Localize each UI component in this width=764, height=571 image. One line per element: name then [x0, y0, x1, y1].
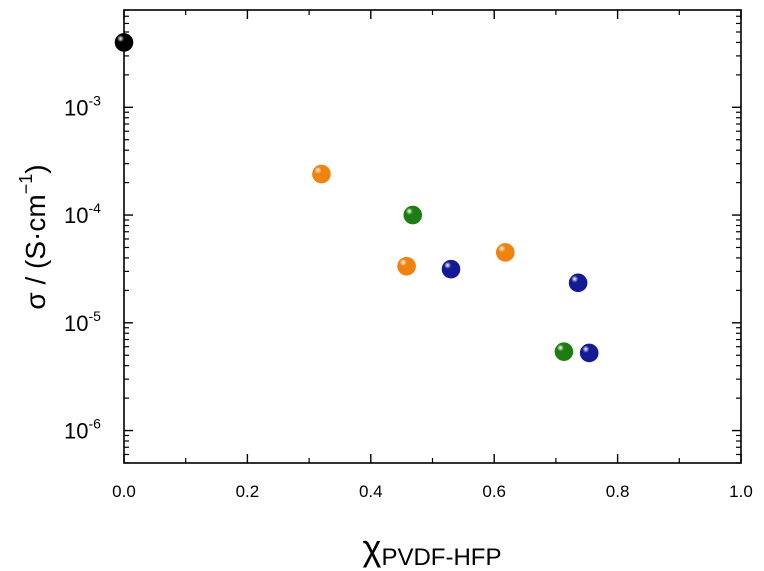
axis-ticks: [123, 9, 742, 464]
x-axis-title-subscript: PVDF-HFP: [381, 544, 501, 571]
x-axis-title: χPVDF-HFP: [363, 527, 502, 571]
x-tick-label: 0.4: [359, 482, 383, 501]
plot-frame: [123, 9, 742, 464]
x-tick-label: 0.6: [482, 482, 506, 501]
y-tick-label: 10-3: [64, 92, 101, 120]
data-point: [579, 343, 599, 363]
y-axis-title-superscript: −1: [16, 174, 36, 195]
x-tick-label: 1.0: [729, 482, 753, 501]
data-point: [568, 273, 588, 293]
data-point: [312, 164, 331, 184]
x-tick-label: 0.0: [112, 482, 136, 501]
data-point: [441, 259, 461, 279]
y-tick-label: 10-6: [64, 416, 101, 444]
x-axis-title-main: χ: [363, 527, 382, 568]
data-points: [114, 33, 599, 363]
data-point: [554, 342, 574, 361]
y-axis-title-main: σ / (S·cm: [20, 194, 51, 309]
y-axis-title: σ / (S·cm−1): [16, 164, 51, 309]
x-tick-label: 0.2: [236, 482, 260, 501]
x-tick-label: 0.8: [606, 482, 630, 501]
y-tick-labels: 10-6 10-5 10-4 10-3: [64, 92, 101, 443]
data-point: [403, 205, 423, 225]
x-tick-labels: 0.0 0.2 0.4 0.6 0.8 1.0: [112, 482, 753, 501]
data-point: [114, 33, 134, 52]
data-point: [397, 256, 416, 276]
y-tick-label: 10-5: [64, 308, 101, 336]
y-axis-title-close: ): [20, 164, 51, 173]
y-tick-label: 10-4: [64, 200, 101, 228]
data-point: [496, 243, 515, 262]
